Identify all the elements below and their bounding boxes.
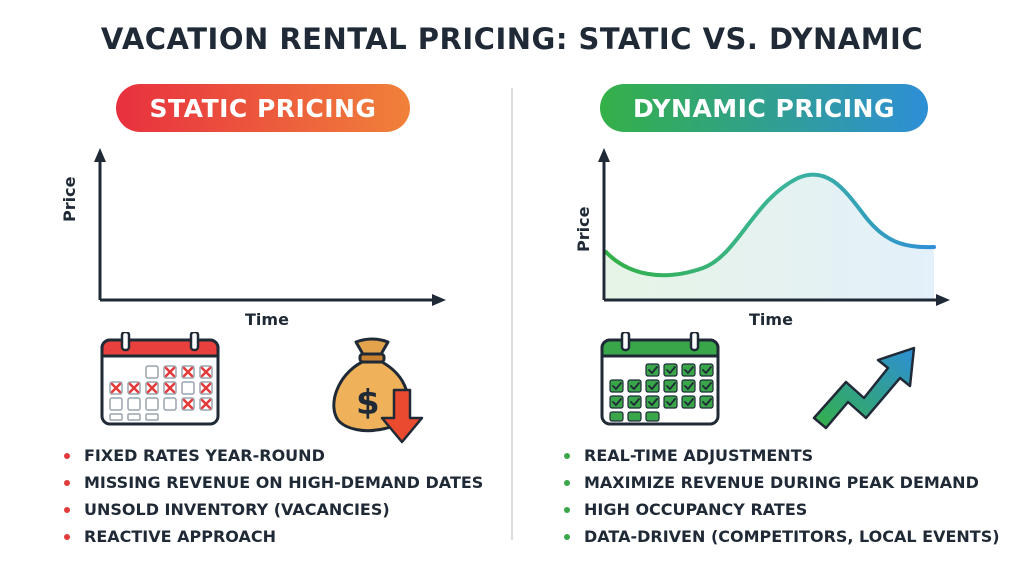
money-bag-icon: $ <box>326 336 422 446</box>
list-item: MISSING REVENUE ON HIGH-DEMAND DATES <box>62 469 483 496</box>
static-pricing-points: FIXED RATES YEAR-ROUND MISSING REVENUE O… <box>62 442 483 550</box>
dynamic-pricing-points: REAL-TIME ADJUSTMENTS MAXIMIZE REVENUE D… <box>562 442 1000 550</box>
dynamic-y-axis-label: Price <box>574 206 593 252</box>
up-trend-arrow-icon <box>810 344 922 434</box>
calendar-icon <box>600 330 720 432</box>
static-price-chart <box>64 140 464 324</box>
static-axes <box>94 148 446 306</box>
list-item: FIXED RATES YEAR-ROUND <box>62 442 483 469</box>
dollar-symbol: $ <box>356 383 380 423</box>
dynamic-axes <box>598 148 950 306</box>
static-pricing-heading: STATIC PRICING <box>116 84 410 132</box>
static-x-axis-label: Time <box>245 310 289 329</box>
list-item: REACTIVE APPROACH <box>62 523 483 550</box>
list-item: HIGH OCCUPANCY RATES <box>562 496 1000 523</box>
list-item: DATA-DRIVEN (COMPETITORS, LOCAL EVENTS) <box>562 523 1000 550</box>
center-divider <box>511 88 513 540</box>
dynamic-x-axis-label: Time <box>749 310 793 329</box>
list-item: UNSOLD INVENTORY (VACANCIES) <box>62 496 483 523</box>
list-item: MAXIMIZE REVENUE DURING PEAK DEMAND <box>562 469 1000 496</box>
dynamic-price-chart <box>568 140 968 324</box>
calendar-icon <box>100 330 220 432</box>
dynamic-pricing-heading: DYNAMIC PRICING <box>600 84 928 132</box>
dynamic-price-curve <box>604 172 936 278</box>
dynamic-area-fill <box>606 174 934 300</box>
down-arrow-icon <box>380 388 424 448</box>
page-title: VACATION RENTAL PRICING: STATIC VS. DYNA… <box>100 22 924 56</box>
list-item: REAL-TIME ADJUSTMENTS <box>562 442 1000 469</box>
static-y-axis-label: Price <box>60 176 79 222</box>
